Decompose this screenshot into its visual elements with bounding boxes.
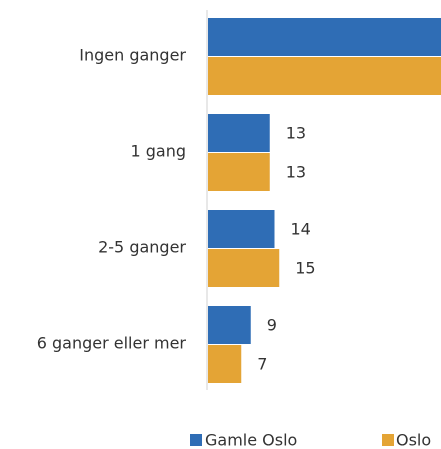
value-label: 13: [286, 124, 306, 143]
legend-swatch: [190, 434, 202, 446]
bar: [208, 210, 275, 248]
bar: [208, 306, 251, 344]
category-label: 2-5 ganger: [98, 238, 186, 257]
bar: [208, 18, 441, 56]
category-label: 1 gang: [130, 142, 186, 161]
bar: [208, 153, 270, 191]
category-label: 6 ganger eller mer: [37, 334, 187, 353]
category-label: Ingen ganger: [79, 46, 186, 65]
bar: [208, 249, 280, 287]
bar: [208, 114, 270, 152]
legend-swatch: [382, 434, 394, 446]
value-label: 15: [295, 259, 315, 278]
value-label: 7: [257, 355, 267, 374]
value-label: 13: [286, 163, 306, 182]
value-label: 14: [291, 220, 311, 239]
legend-label: Oslo: [396, 431, 431, 449]
legend-label: Gamle Oslo: [205, 431, 297, 449]
value-label: 9: [267, 316, 277, 335]
bar: [208, 345, 242, 383]
bar: [208, 57, 441, 95]
